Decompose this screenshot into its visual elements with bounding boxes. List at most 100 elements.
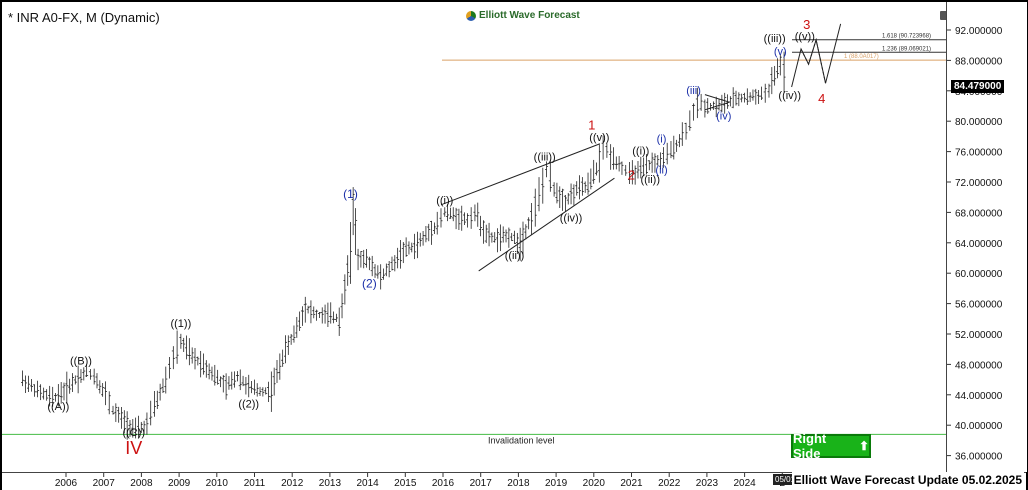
ohlc-bar bbox=[490, 232, 494, 243]
ohlc-bar bbox=[48, 385, 52, 407]
ohlc-bar bbox=[312, 306, 316, 319]
ohlc-bar bbox=[139, 421, 143, 433]
ohlc-bar bbox=[728, 96, 732, 107]
price-axis[interactable]: 36.000000 40.000000 44.000000 48.000000 52.0… bbox=[946, 2, 1027, 472]
ohlc-bar bbox=[443, 207, 447, 217]
ohlc-bar bbox=[196, 356, 200, 366]
ohlc-bar bbox=[384, 263, 388, 277]
ohlc-bar bbox=[418, 232, 422, 247]
ohlc-bar bbox=[773, 65, 777, 86]
ohlc-bar bbox=[218, 376, 222, 388]
ohlc-bar bbox=[278, 353, 282, 380]
ohlc-bar bbox=[362, 249, 366, 269]
ohlc-bar bbox=[332, 311, 336, 324]
ohlc-bar bbox=[714, 96, 718, 118]
ohlc-bar bbox=[230, 371, 234, 390]
ohlc-bar bbox=[595, 162, 599, 176]
ohlc-bar bbox=[592, 159, 596, 184]
ohlc-bar bbox=[261, 387, 265, 397]
ohlc-bar bbox=[283, 335, 287, 364]
ohlc-bar bbox=[642, 157, 646, 177]
ohlc-bar bbox=[555, 182, 559, 204]
wave-label: ((C)) bbox=[122, 427, 145, 439]
ohlc-bar bbox=[401, 242, 405, 264]
ohlc-bar bbox=[734, 90, 738, 106]
fib-label: 1.236 (89.069021) bbox=[882, 46, 931, 52]
ohlc-bar bbox=[430, 220, 434, 245]
ohlc-bar bbox=[158, 383, 162, 401]
ohlc-bar bbox=[782, 51, 786, 93]
ohlc-bar bbox=[376, 265, 380, 279]
plot-area[interactable]: Invalidation level 1.618 (90.723968) 1.236… bbox=[2, 2, 949, 472]
ohlc-bar bbox=[107, 391, 111, 415]
ohlc-bar bbox=[98, 380, 102, 394]
ohlc-bar bbox=[706, 98, 710, 114]
ohlc-bar bbox=[264, 387, 268, 395]
fib-label: 1.618 (90.723968) bbox=[882, 34, 931, 40]
ohlc-bar bbox=[213, 364, 217, 386]
wave-label: (v) bbox=[774, 46, 787, 58]
x-tick-label: 2008 bbox=[130, 478, 153, 489]
ohlc-bar bbox=[30, 379, 34, 392]
ohlc-bar bbox=[286, 335, 290, 355]
x-tick-label: 2017 bbox=[470, 478, 493, 489]
y-tick-label: 40.000000 bbox=[955, 421, 1003, 432]
ohlc-bar bbox=[373, 264, 377, 278]
ohlc-bar bbox=[306, 305, 310, 314]
ohlc-bar bbox=[731, 87, 735, 109]
ohlc-bar bbox=[620, 161, 624, 175]
ohlc-bar bbox=[241, 375, 245, 387]
ohlc-bar bbox=[476, 202, 480, 227]
x-tick-label: 2015 bbox=[394, 478, 417, 489]
ohlc-bar bbox=[329, 302, 333, 324]
ohlc-bar bbox=[42, 387, 46, 400]
x-tick-label: 2022 bbox=[658, 478, 681, 489]
ohlc-bar bbox=[190, 347, 194, 364]
ohlc-bar bbox=[85, 364, 89, 377]
ohlc-bar bbox=[688, 110, 692, 131]
ohlc-bar bbox=[552, 182, 556, 197]
ohlc-bar bbox=[145, 412, 149, 435]
ohlc-bar bbox=[193, 348, 197, 370]
wave-label: (ii) bbox=[655, 165, 667, 177]
ohlc-bar bbox=[778, 54, 782, 76]
ohlc-bar bbox=[527, 217, 531, 230]
wave-label: ((ii)) bbox=[640, 174, 660, 186]
ohlc-bar bbox=[79, 369, 83, 383]
ohlc-bar bbox=[111, 405, 115, 415]
ohlc-bar bbox=[496, 228, 500, 253]
ohlc-bar bbox=[484, 224, 488, 244]
x-tick-label: 2010 bbox=[206, 478, 229, 489]
trendline bbox=[440, 143, 600, 206]
ohlc-bar bbox=[413, 233, 417, 260]
x-tick-label: 2012 bbox=[281, 478, 304, 489]
ohlc-bar bbox=[210, 366, 214, 381]
ohlc-bar bbox=[179, 333, 183, 349]
ohlc-bar bbox=[703, 99, 707, 118]
ohlc-bar bbox=[537, 177, 541, 212]
projection-alt-path bbox=[800, 37, 827, 84]
x-tick-label: 2011 bbox=[244, 478, 266, 489]
ohlc-bar bbox=[614, 156, 618, 170]
ohlc-bar bbox=[636, 161, 640, 179]
ohlc-bar bbox=[24, 375, 28, 393]
settings-icon[interactable] bbox=[940, 11, 949, 20]
brand-name: Elliott Wave Forecast bbox=[479, 10, 580, 21]
ohlc-bar bbox=[207, 363, 211, 380]
ohlc-bar bbox=[187, 338, 191, 366]
invalidation-label: Invalidation level bbox=[488, 435, 555, 445]
ohlc-bar bbox=[548, 160, 552, 192]
chart-canvas[interactable]: Invalidation level 1.618 (90.723968) 1.236… bbox=[2, 2, 946, 472]
ohlc-bar bbox=[435, 211, 439, 235]
ohlc-bar bbox=[346, 255, 350, 286]
ohlc-bar bbox=[343, 274, 347, 305]
ohlc-bar bbox=[439, 208, 443, 228]
ohlc-bar bbox=[295, 316, 299, 338]
time-axis[interactable]: 2006 2007 2008 2009 2010 2011 2012 2013 2014 2015… bbox=[2, 472, 1026, 490]
ohlc-bar bbox=[407, 241, 411, 255]
ohlc-bar bbox=[748, 92, 752, 103]
ohlc-bar bbox=[583, 181, 587, 193]
ohlc-bar bbox=[185, 335, 189, 360]
ohlc-bar bbox=[463, 212, 467, 226]
ohlc-bar bbox=[379, 264, 383, 290]
